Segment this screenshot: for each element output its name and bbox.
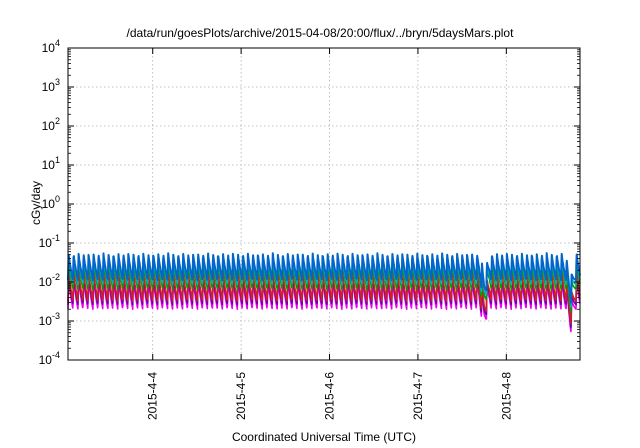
series-line [67, 252, 581, 304]
y-tick-label: 103 [42, 77, 60, 94]
y-tick-label: 101 [42, 155, 60, 172]
x-axis-label: Coordinated Universal Time (UTC) [232, 430, 416, 444]
y-tick-label: 10-3 [39, 311, 60, 328]
series-group [67, 252, 581, 333]
y-tick-label: 102 [42, 116, 60, 133]
chart-title: /data/run/goesPlots/archive/2015-04-08/2… [127, 26, 515, 40]
x-tick-label: 2015-4-4 [146, 372, 160, 420]
plot-frame [67, 47, 581, 361]
x-tick-label: 2015-4-5 [234, 372, 248, 420]
x-tick-label: 2015-4-6 [323, 372, 337, 420]
x-tick-label: 2015-4-8 [499, 372, 513, 420]
y-tick-label: 104 [42, 38, 60, 55]
y-tick-label: 10-4 [39, 350, 60, 367]
axes: 10-4 10-3 10-2 10-1 100 101 102 103 104 2015-4-4 2… [39, 38, 581, 420]
x-tick-label: 2015-4-7 [411, 372, 425, 420]
grid [68, 48, 580, 360]
y-tick-label: 100 [42, 194, 60, 211]
y-tick-label: 10-2 [39, 272, 60, 289]
y-tick-label: 10-1 [39, 233, 60, 250]
y-axis-label: cGy/day [29, 181, 43, 225]
